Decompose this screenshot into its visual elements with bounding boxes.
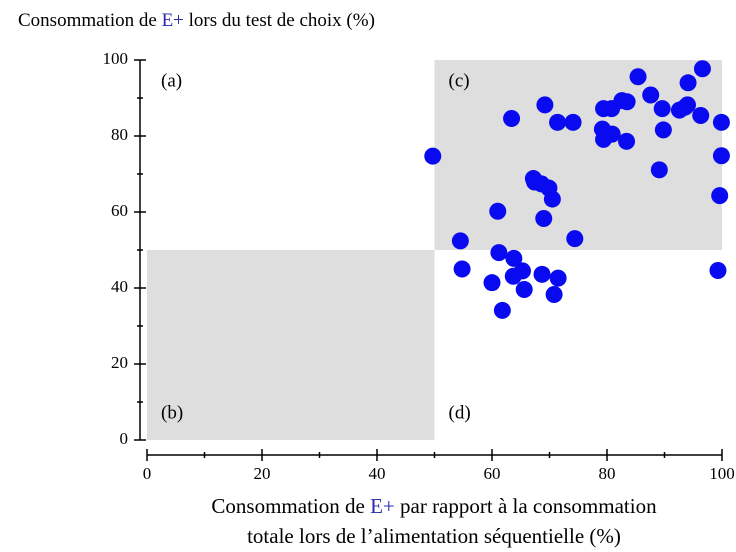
data-point bbox=[618, 132, 636, 150]
data-point bbox=[692, 106, 710, 124]
data-point bbox=[505, 249, 523, 267]
y-tick-label: 80 bbox=[111, 125, 128, 144]
y-tick-label: 20 bbox=[111, 353, 128, 372]
data-point bbox=[533, 265, 551, 283]
data-point bbox=[490, 244, 508, 262]
data-point bbox=[545, 285, 563, 303]
y-axis-title: Consommation de E+ lors du test de choix… bbox=[18, 10, 375, 31]
quadrant-shade bbox=[434, 60, 722, 250]
data-point bbox=[654, 121, 672, 139]
y-tick-label: 40 bbox=[111, 277, 128, 296]
data-point bbox=[618, 93, 636, 111]
data-point bbox=[424, 147, 442, 165]
data-point bbox=[549, 113, 567, 131]
data-point bbox=[712, 113, 730, 131]
y-axis-title-part: E+ bbox=[162, 10, 184, 31]
quadrant-label: (c) bbox=[449, 70, 470, 91]
data-point bbox=[489, 202, 507, 220]
x-axis-title: Consommation de E+ par rapport à la cons… bbox=[211, 494, 657, 518]
data-point bbox=[679, 74, 697, 92]
x-tick-label: 80 bbox=[599, 464, 616, 483]
x-tick-label: 0 bbox=[143, 464, 152, 483]
quadrant-shades bbox=[147, 60, 722, 440]
x-tick-label: 100 bbox=[709, 464, 735, 483]
data-point bbox=[629, 68, 647, 86]
data-point bbox=[549, 269, 567, 287]
y-tick-label: 60 bbox=[111, 201, 128, 220]
x-tick-label: 40 bbox=[369, 464, 386, 483]
x-axis-title-part: par rapport à la consommation bbox=[395, 494, 657, 518]
data-point bbox=[679, 96, 696, 114]
data-point bbox=[513, 262, 531, 280]
x-axis-title-part: E+ bbox=[370, 494, 395, 518]
data-point bbox=[503, 110, 521, 128]
data-point bbox=[712, 147, 730, 165]
data-point bbox=[566, 230, 584, 248]
y-axis-title-part: Consommation de bbox=[18, 10, 162, 31]
data-point bbox=[711, 187, 729, 205]
quadrant-label: (b) bbox=[161, 402, 183, 423]
x-axis-title: totale lors de l’alimentation séquentiel… bbox=[247, 524, 621, 548]
quadrant-shade bbox=[147, 250, 435, 440]
y-tick-label: 0 bbox=[120, 429, 129, 448]
data-point bbox=[642, 86, 660, 104]
data-point bbox=[650, 161, 668, 179]
data-point bbox=[451, 232, 469, 250]
data-point bbox=[693, 60, 711, 78]
x-tick-label: 60 bbox=[484, 464, 501, 483]
data-point bbox=[564, 113, 582, 131]
x-axis-title-part: Consommation de bbox=[211, 494, 370, 518]
y-tick-label: 100 bbox=[103, 49, 129, 68]
data-point bbox=[515, 281, 533, 299]
data-point bbox=[709, 262, 727, 280]
data-point bbox=[536, 96, 554, 114]
x-axis-title-part: totale lors de l’alimentation séquentiel… bbox=[247, 524, 621, 548]
data-point bbox=[653, 100, 671, 118]
data-point bbox=[493, 301, 511, 319]
data-point bbox=[543, 190, 561, 208]
x-tick-label: 20 bbox=[254, 464, 271, 483]
quadrant-label: (a) bbox=[161, 70, 182, 91]
quadrant-label: (d) bbox=[449, 402, 471, 423]
data-point bbox=[595, 130, 613, 148]
y-axis-title-part: lors du test de choix (%) bbox=[184, 10, 375, 31]
data-point bbox=[453, 260, 471, 278]
data-point bbox=[535, 209, 553, 227]
data-point bbox=[483, 274, 501, 292]
